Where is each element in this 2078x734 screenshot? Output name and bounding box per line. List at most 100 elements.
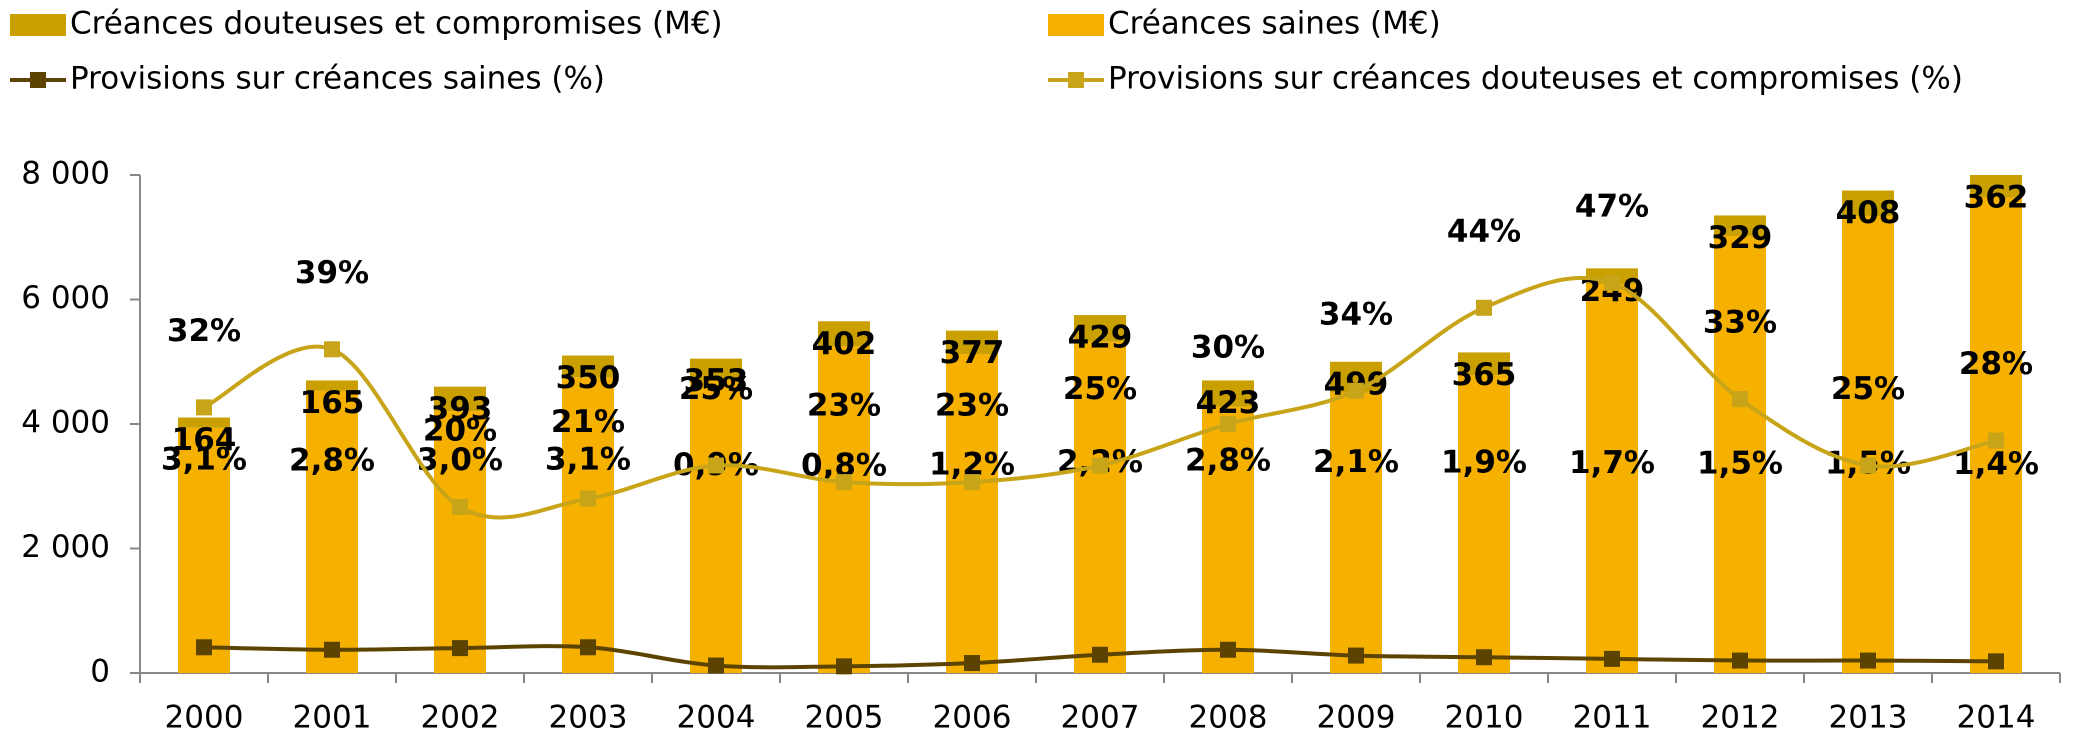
marker (1732, 652, 1748, 669)
marker (324, 341, 340, 358)
marker (964, 474, 980, 491)
marker (196, 639, 212, 656)
bar (690, 380, 742, 673)
x-tick-label: 2013 (1829, 700, 1908, 734)
marker (1476, 649, 1492, 666)
data-label: 30% (1191, 330, 1265, 366)
x-tick-label: 2012 (1701, 700, 1780, 734)
x-tick-label: 2004 (677, 700, 756, 734)
data-label: 32% (167, 313, 241, 349)
data-label: 2,8% (1185, 442, 1271, 478)
x-tick-label: 2000 (165, 700, 244, 734)
x-tick-label: 2009 (1317, 700, 1396, 734)
data-label: 1,9% (1441, 445, 1527, 481)
bar-label: 350 (556, 360, 621, 396)
bar-label: 329 (1708, 220, 1773, 256)
x-tick-label: 2007 (1061, 700, 1140, 734)
data-label: 20% (423, 413, 497, 449)
bar (1842, 190, 1894, 216)
data-label: 21% (551, 404, 625, 440)
marker (1988, 653, 2004, 670)
bar-label: 429 (1068, 320, 1133, 356)
x-tick-label: 2001 (293, 700, 372, 734)
bar (1202, 406, 1254, 673)
marker (1220, 416, 1236, 432)
bar (562, 377, 614, 673)
y-tick-label: 4 000 (21, 405, 110, 441)
data-label: 1,5% (1697, 446, 1783, 482)
y-tick-label: 8 000 (21, 156, 110, 192)
y-tick-label: 2 000 (21, 529, 110, 565)
bar (1714, 235, 1766, 673)
marker (1476, 299, 1492, 316)
bar (1074, 315, 1126, 342)
marker (1860, 652, 1876, 669)
bar (178, 427, 230, 673)
marker (1348, 647, 1364, 664)
legend-label: Provisions sur créances saines (%) (70, 61, 605, 97)
data-label: 3,1% (161, 442, 247, 478)
marker (1988, 432, 2004, 449)
marker (196, 399, 212, 416)
bar (818, 321, 870, 347)
data-label: 33% (1703, 305, 1777, 341)
marker (1220, 641, 1236, 658)
bar-label: 362 (1964, 180, 2029, 216)
bar-label: 393 (428, 391, 493, 427)
data-label: 2,1% (1313, 444, 1399, 480)
legend-marker (30, 72, 46, 88)
legend-swatch (10, 14, 66, 36)
bar (434, 386, 486, 412)
bar (434, 411, 486, 673)
data-label: 25% (1831, 371, 1905, 407)
marker (836, 474, 852, 491)
bar (1970, 175, 2022, 198)
x-tick-label: 2010 (1445, 700, 1524, 734)
bar (690, 358, 742, 381)
data-label: 34% (1319, 296, 1393, 332)
legend-label: Créances douteuses et compromises (M€) (70, 6, 723, 42)
bar (1202, 380, 1254, 407)
data-label: 47% (1575, 188, 1649, 224)
bar (946, 330, 998, 355)
data-label: 3,0% (417, 442, 503, 478)
bar (1842, 215, 1894, 673)
bar-label: 165 (300, 385, 365, 421)
data-label: 23% (935, 388, 1009, 424)
marker (1348, 382, 1364, 399)
marker (964, 655, 980, 672)
marker (324, 641, 340, 658)
bar (1586, 283, 1638, 673)
data-label: 28% (1959, 346, 2033, 382)
data-label: 39% (295, 255, 369, 291)
bar-label: 377 (940, 335, 1005, 371)
data-label: 25% (679, 371, 753, 407)
marker (836, 658, 852, 675)
bar-label: 353 (684, 363, 749, 399)
marker (452, 640, 468, 657)
data-label: 44% (1447, 213, 1521, 249)
marker (1604, 650, 1620, 667)
bar-label: 423 (1196, 385, 1261, 421)
y-tick-label: 6 000 (21, 280, 110, 316)
marker (580, 639, 596, 656)
legend-label: Créances saines (M€) (1108, 6, 1441, 42)
legend-swatch (1048, 14, 1104, 36)
bar-label: 365 (1452, 357, 1517, 393)
x-tick-label: 2005 (805, 700, 884, 734)
marker (1092, 646, 1108, 663)
bar-label: 402 (812, 326, 877, 362)
y-tick-label: 0 (90, 654, 110, 690)
data-label: 1,7% (1569, 445, 1655, 481)
marker (580, 490, 596, 507)
x-tick-label: 2002 (421, 700, 500, 734)
data-label: 23% (807, 388, 881, 424)
legend-label: Provisions sur créances douteuses et com… (1108, 61, 1963, 97)
marker (1732, 391, 1748, 408)
marker (1604, 274, 1620, 291)
data-label: 2,8% (289, 442, 375, 478)
bar (1330, 392, 1382, 673)
bar (1074, 341, 1126, 673)
bar (946, 354, 998, 673)
